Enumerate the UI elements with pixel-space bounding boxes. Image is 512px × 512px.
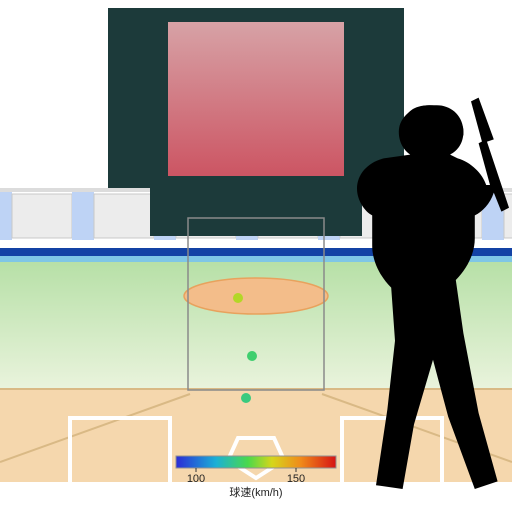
pitch-marker <box>241 393 251 403</box>
pitch-marker <box>247 351 257 361</box>
legend-tick: 150 <box>287 473 305 485</box>
pitchers-mound <box>184 278 328 314</box>
pitch-location-chart: 100 150 球速(km/h) <box>0 0 512 512</box>
legend-label: 球速(km/h) <box>229 485 282 499</box>
scoreboard-base <box>150 188 362 236</box>
pitch-marker <box>233 293 243 303</box>
legend-tick: 100 <box>187 473 205 485</box>
scoreboard-screen <box>168 22 344 176</box>
